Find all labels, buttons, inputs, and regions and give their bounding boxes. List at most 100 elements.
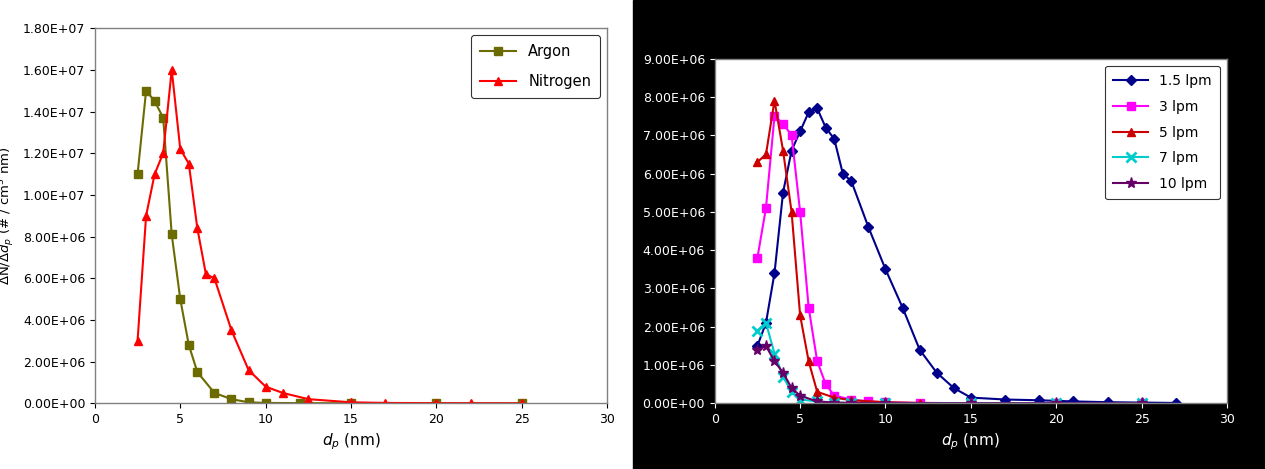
Y-axis label: $\Delta$N/$\Delta d_p$ (# / cm$^3$ nm): $\Delta$N/$\Delta d_p$ (# / cm$^3$ nm) (616, 162, 638, 300)
5 lpm (767, 98, 782, 104)
10 lpm (810, 399, 825, 404)
7 lpm (758, 320, 773, 326)
1.5 lpm (835, 171, 850, 176)
7 lpm (1049, 401, 1064, 406)
1.5 lpm (784, 148, 799, 153)
7 lpm (767, 351, 782, 356)
1.5 lpm (767, 270, 782, 276)
Nitrogen (130, 338, 145, 344)
Nitrogen (164, 67, 180, 73)
Nitrogen (258, 384, 273, 389)
10 lpm (964, 401, 979, 406)
3 lpm (844, 397, 859, 402)
5 lpm (1133, 401, 1149, 406)
1.5 lpm (1133, 400, 1149, 405)
7 lpm (775, 374, 791, 379)
10 lpm (758, 343, 773, 349)
X-axis label: $d_p$ (nm): $d_p$ (nm) (321, 431, 381, 452)
3 lpm (1133, 401, 1149, 406)
3 lpm (801, 305, 816, 310)
5 lpm (844, 397, 859, 403)
1.5 lpm (894, 305, 910, 310)
Nitrogen (156, 151, 171, 156)
Nitrogen (429, 401, 444, 406)
1.5 lpm (860, 224, 875, 230)
10 lpm (844, 400, 859, 406)
10 lpm (767, 358, 782, 364)
Nitrogen (276, 390, 291, 396)
5 lpm (784, 209, 799, 215)
Nitrogen (344, 400, 359, 405)
Argon (156, 115, 171, 121)
Line: 10 lpm: 10 lpm (751, 340, 1147, 409)
Nitrogen (463, 401, 478, 406)
Argon (344, 401, 359, 406)
3 lpm (784, 132, 799, 138)
5 lpm (750, 159, 765, 165)
1.5 lpm (878, 266, 893, 272)
7 lpm (827, 400, 842, 405)
7 lpm (964, 401, 979, 406)
1.5 lpm (792, 129, 807, 134)
Nitrogen (139, 213, 154, 219)
Argon (172, 296, 187, 302)
5 lpm (801, 358, 816, 364)
5 lpm (810, 389, 825, 395)
1.5 lpm (758, 320, 773, 326)
1.5 lpm (946, 385, 961, 391)
Argon (207, 390, 223, 396)
1.5 lpm (1032, 397, 1047, 403)
Nitrogen (301, 396, 316, 402)
Nitrogen (190, 226, 205, 231)
Nitrogen (240, 367, 256, 373)
10 lpm (792, 393, 807, 399)
Nitrogen (207, 275, 223, 281)
Argon (164, 232, 180, 237)
7 lpm (878, 401, 893, 406)
1.5 lpm (997, 397, 1012, 402)
Nitrogen (514, 401, 529, 406)
1.5 lpm (818, 125, 834, 130)
5 lpm (964, 401, 979, 406)
5 lpm (878, 400, 893, 405)
7 lpm (844, 400, 859, 406)
1.5 lpm (929, 370, 944, 376)
3 lpm (750, 255, 765, 261)
1.5 lpm (1168, 400, 1183, 406)
3 lpm (818, 381, 834, 387)
3 lpm (810, 358, 825, 364)
Argon (240, 400, 256, 405)
7 lpm (810, 399, 825, 404)
Line: Argon: Argon (133, 86, 526, 408)
Nitrogen (147, 171, 162, 177)
Line: Nitrogen: Nitrogen (133, 66, 526, 408)
5 lpm (775, 148, 791, 153)
7 lpm (1133, 401, 1149, 406)
1.5 lpm (912, 347, 927, 353)
Argon (147, 98, 162, 104)
7 lpm (784, 389, 799, 395)
3 lpm (792, 209, 807, 215)
5 lpm (912, 400, 927, 406)
10 lpm (775, 370, 791, 376)
7 lpm (750, 328, 765, 333)
5 lpm (792, 312, 807, 318)
Y-axis label: $\Delta$N/$\Delta d_p$ (# / cm$^3$ nm): $\Delta$N/$\Delta d_p$ (# / cm$^3$ nm) (0, 146, 18, 285)
10 lpm (878, 401, 893, 406)
Argon (224, 396, 239, 402)
3 lpm (878, 400, 893, 405)
3 lpm (827, 393, 842, 399)
Argon (190, 369, 205, 375)
3 lpm (1049, 401, 1064, 406)
1.5 lpm (844, 178, 859, 184)
Line: 1.5 lpm: 1.5 lpm (754, 105, 1179, 407)
1.5 lpm (964, 395, 979, 401)
5 lpm (1049, 401, 1064, 406)
3 lpm (767, 113, 782, 119)
Line: 5 lpm: 5 lpm (753, 97, 1146, 408)
10 lpm (784, 385, 799, 391)
7 lpm (792, 397, 807, 402)
Argon (258, 400, 273, 406)
1.5 lpm (1065, 399, 1080, 404)
3 lpm (912, 400, 927, 406)
